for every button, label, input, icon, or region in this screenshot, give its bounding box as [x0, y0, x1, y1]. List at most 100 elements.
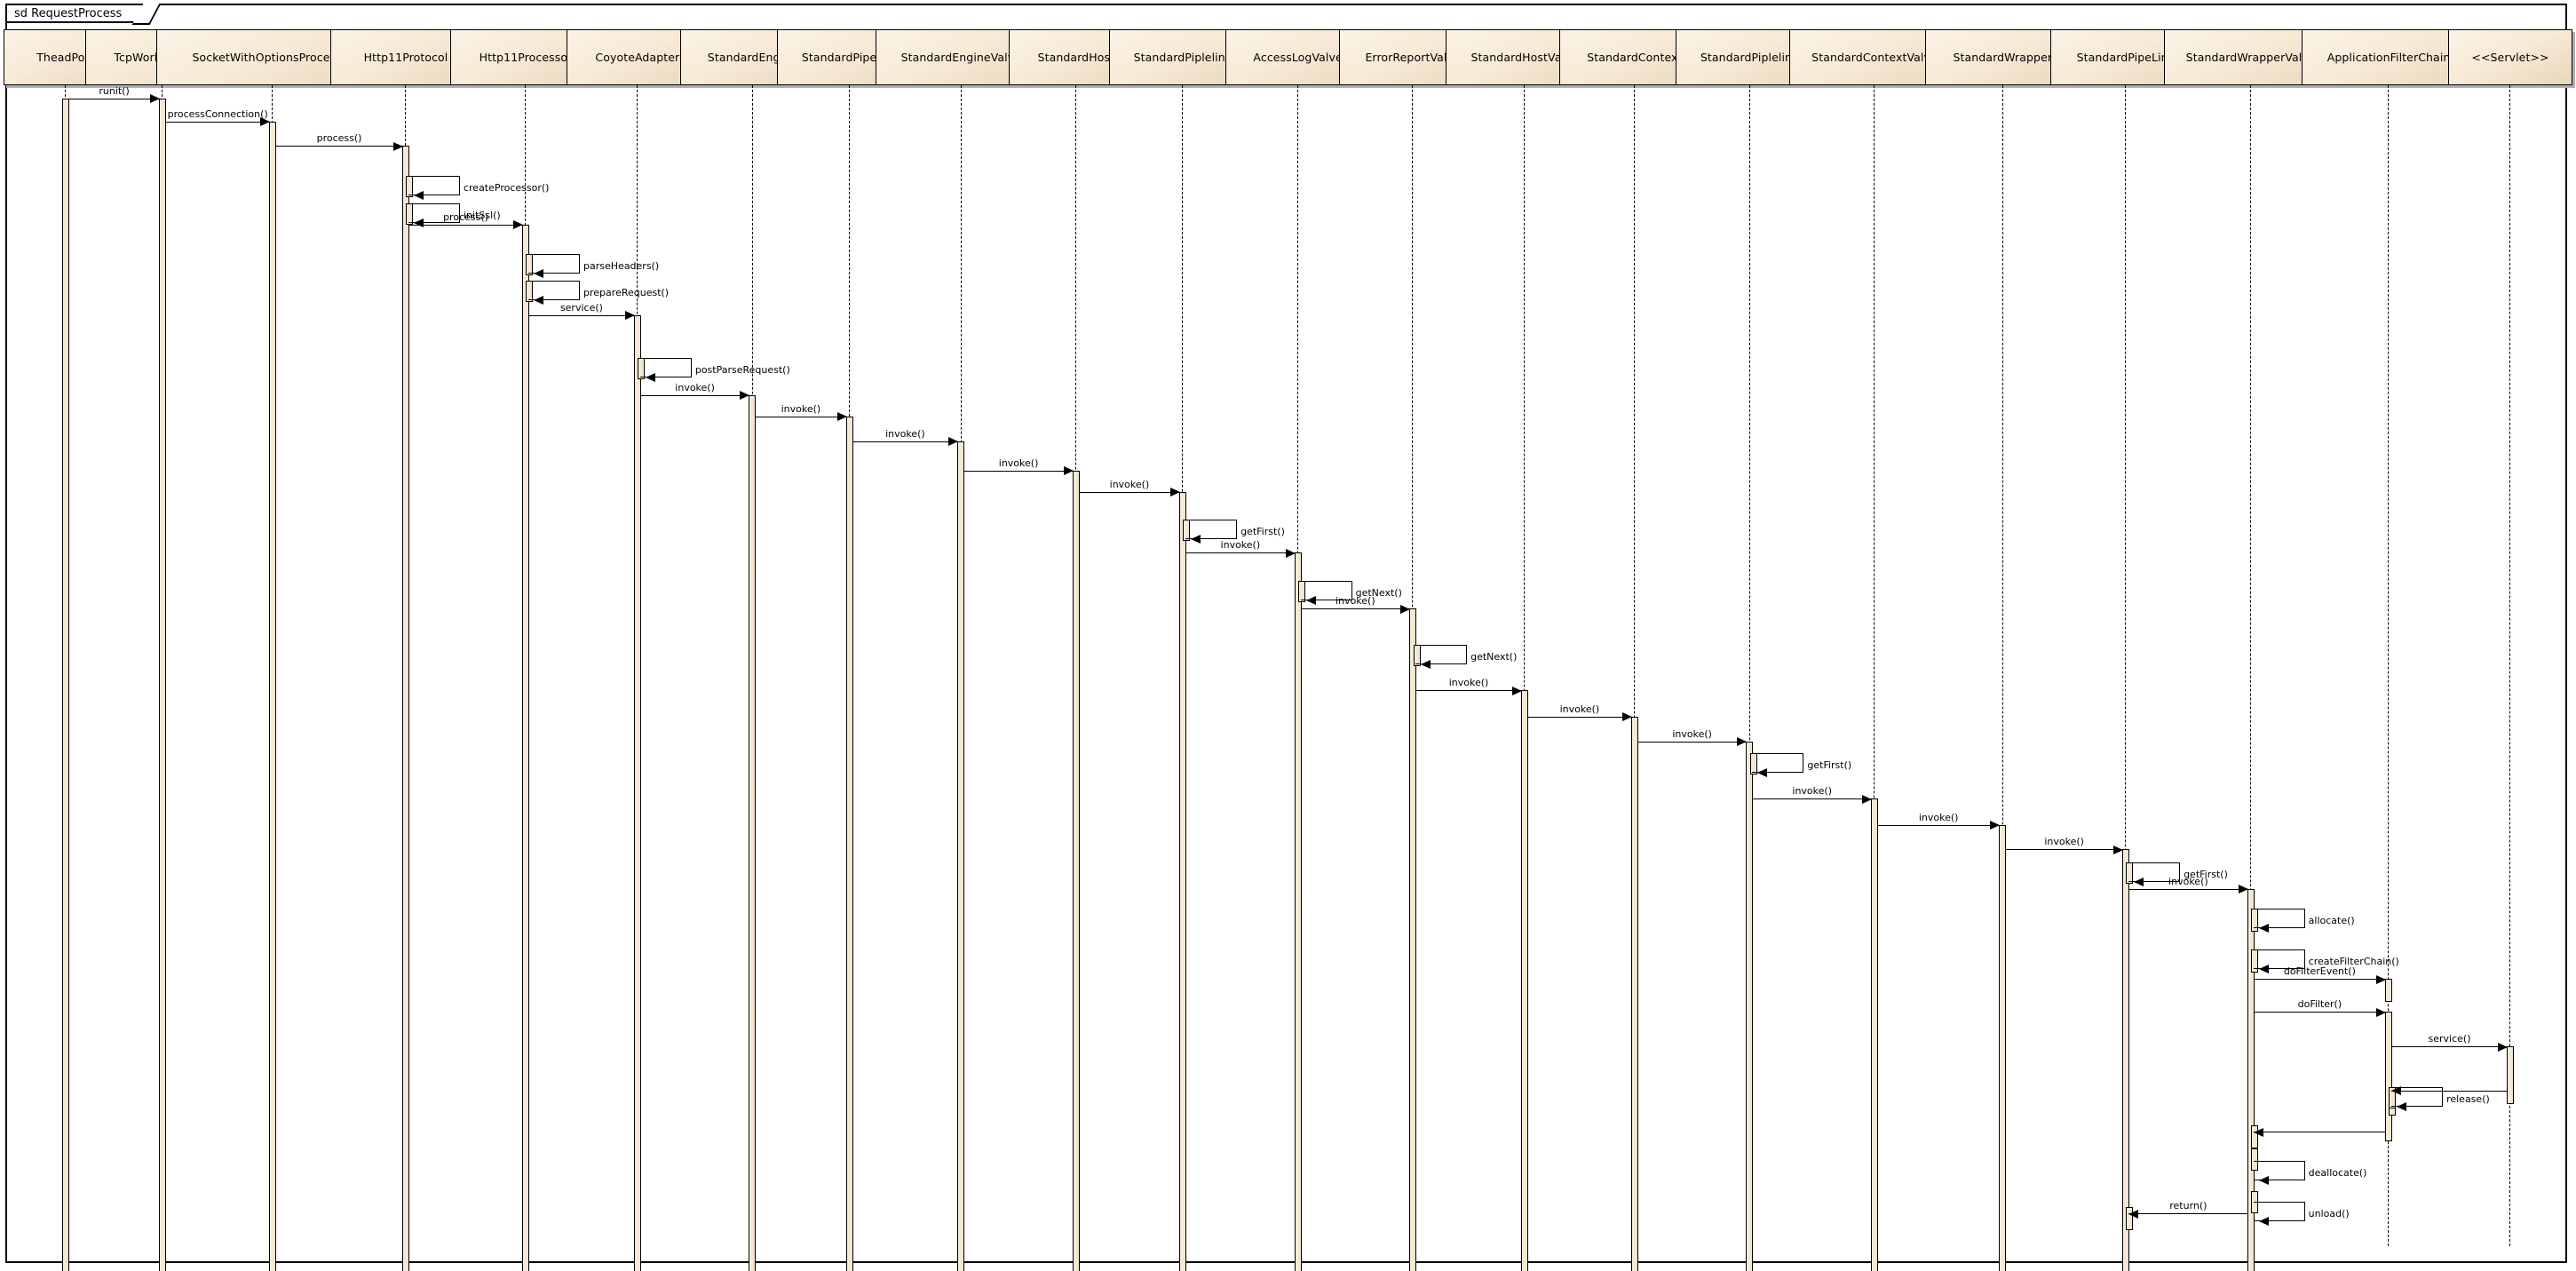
- message-arrowhead-m37: [2253, 1127, 2263, 1137]
- message-arrowhead-m17: [1285, 548, 1296, 558]
- lifeline-label: StandardPipeline: [801, 51, 898, 65]
- message-arrowhead-m29: [2238, 885, 2248, 894]
- self-message-arrowhead-m10: [645, 372, 655, 382]
- message-label-m17: invoke(): [1220, 539, 1261, 552]
- message-label-m23: invoke(): [1672, 727, 1712, 740]
- message-arrowhead-m12: [836, 412, 847, 422]
- message-label-m36: release(): [2446, 1093, 2490, 1106]
- activation-bar-http11processor: [522, 224, 530, 1271]
- lifeline-standardcontextvalve: [1874, 85, 1875, 1246]
- lifeline-label: Http11Protocol: [363, 51, 448, 65]
- activation-bar-standardhost: [1072, 470, 1080, 1271]
- activation-bar-standardpipeline2: [2126, 1206, 2134, 1230]
- message-label-m7: parseHeaders(): [583, 260, 660, 273]
- activation-bar-socketprocessor: [269, 121, 277, 1271]
- lifeline-label: SocketWithOptionsProcessor: [192, 51, 353, 65]
- message-label-m31: createFilterChain(): [2308, 956, 2399, 968]
- message-line-m9: [528, 314, 635, 316]
- message-label-m20: getNext(): [1470, 650, 1518, 663]
- message-label-m32: doFilterEvent(): [2283, 965, 2356, 978]
- self-message-bracket-m38: [2253, 1161, 2305, 1181]
- self-message-arrowhead-m24: [1757, 767, 1768, 777]
- message-label-m38: deallocate(): [2308, 1167, 2367, 1180]
- self-message-bracket-m10: [639, 357, 692, 377]
- activation-bar-servlet: [2506, 1046, 2514, 1104]
- message-arrowhead-m2: [260, 117, 271, 127]
- lifeline-standardpipleline2: [1748, 85, 1750, 1246]
- message-arrowhead-m3: [392, 141, 403, 151]
- diagram-frame: [5, 4, 2567, 1263]
- message-line-m26: [1876, 824, 2001, 826]
- activation-bar-standardcontextvalve: [1870, 798, 1878, 1271]
- lifeline-label: ApplicationFilterChain: [2326, 51, 2451, 65]
- lifeline-label: TheadPool: [36, 51, 95, 65]
- activation-bar-standardenginevalve: [957, 441, 965, 1271]
- lifeline-standardwrapper: [2001, 85, 2003, 1246]
- lifeline-label: Http11Processor: [479, 51, 573, 65]
- message-line-m2: [165, 121, 271, 123]
- message-arrowhead-m9: [624, 311, 635, 321]
- activation-bar-standardpipeline2: [2122, 849, 2130, 1271]
- self-message-arrowhead-m38: [2258, 1176, 2269, 1186]
- activation-bar-threadpool: [62, 98, 69, 1271]
- self-message-bracket-m39: [2253, 1202, 2305, 1222]
- lifeline-label: StandardEngine: [707, 51, 797, 65]
- activation-bar-standardwrappervalve: [2247, 888, 2255, 1271]
- message-line-m17: [1185, 552, 1296, 554]
- message-arrowhead-m34: [2497, 1042, 2508, 1052]
- message-arrowhead-m15: [1170, 488, 1181, 497]
- message-arrowhead-m11: [740, 391, 750, 401]
- self-message-arrowhead-m8: [534, 295, 544, 305]
- message-arrowhead-m6: [513, 220, 524, 230]
- message-label-m28: getFirst(): [2184, 869, 2228, 881]
- self-message-arrowhead-m4: [413, 190, 424, 200]
- message-label-m2: processConnection(): [167, 107, 268, 120]
- self-message-bracket-m30: [2253, 908, 2305, 928]
- lifeline-label: StandardWrapperValve: [2185, 51, 2316, 65]
- message-line-m34: [2391, 1046, 2508, 1048]
- activation-bar-errorreportvalve: [1409, 608, 1417, 1271]
- message-label-m27: invoke(): [2044, 836, 2084, 848]
- message-arrowhead-m1: [150, 94, 161, 104]
- self-message-bracket-m7: [528, 254, 581, 274]
- message-line-m32: [2253, 979, 2387, 981]
- activation-bar-applicationfilterchain: [2385, 1012, 2393, 1142]
- message-arrowhead-m26: [1990, 821, 2001, 830]
- message-line-m19: [1300, 608, 1411, 610]
- message-line-m35: [2391, 1090, 2508, 1092]
- activation-bar-applicationfilterchain: [2385, 979, 2393, 1003]
- message-line-m22: [1526, 716, 1632, 718]
- self-message-bracket-m8: [528, 280, 581, 300]
- message-arrowhead-m22: [1621, 712, 1632, 722]
- self-message-arrowhead-m7: [534, 269, 544, 279]
- lifeline-head-servlet[interactable]: <<Servlet>>: [2447, 29, 2573, 85]
- self-message-arrowhead-m39: [2258, 1217, 2269, 1227]
- activation-bar-tcpworkerthread: [159, 98, 167, 1271]
- message-arrowhead-m23: [1737, 737, 1748, 747]
- message-label-m8: prepareRequest(): [583, 286, 670, 298]
- activation-bar-standardengine: [749, 394, 757, 1271]
- self-message-arrowhead-m20: [1421, 659, 1431, 669]
- activation-bar-standardpipleline2: [1746, 741, 1754, 1271]
- lifeline-label: StandardPipleline: [1133, 51, 1233, 65]
- message-label-m3: process(): [316, 132, 362, 145]
- message-label-m19: invoke(): [1336, 595, 1375, 608]
- lifeline-label: StandardContext: [1587, 51, 1683, 65]
- message-label-m26: invoke(): [1918, 811, 1959, 823]
- lifeline-label: <<Servlet>>: [2471, 51, 2549, 65]
- message-line-m40: [2128, 1213, 2248, 1215]
- message-line-m21: [1415, 690, 1522, 692]
- lifeline-standardpipeline2: [2125, 85, 2127, 1246]
- lifeline-label: StandardHostValve: [1470, 51, 1579, 65]
- message-arrowhead-m25: [1861, 794, 1872, 804]
- activation-bar-http11protocol: [401, 146, 409, 1271]
- message-line-m33: [2253, 1012, 2387, 1013]
- message-arrowhead-m27: [2113, 845, 2124, 854]
- message-line-m14: [963, 470, 1074, 472]
- lifeline-standardhostvalve: [1524, 85, 1526, 1246]
- message-label-m21: invoke(): [1448, 677, 1489, 689]
- message-label-m39: unload(): [2308, 1208, 2350, 1220]
- self-message-bracket-m24: [1752, 752, 1804, 773]
- message-label-m18: getNext(): [1355, 586, 1402, 599]
